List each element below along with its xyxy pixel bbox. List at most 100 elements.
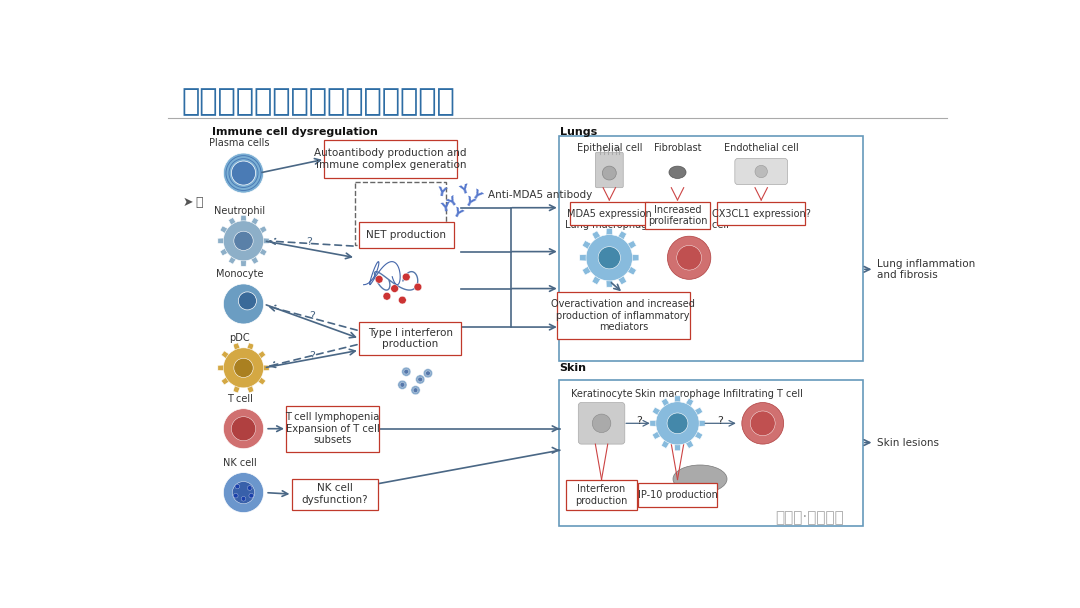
FancyBboxPatch shape [595, 152, 623, 188]
Polygon shape [684, 437, 693, 449]
Text: ➤: ➤ [183, 196, 193, 209]
Circle shape [241, 497, 246, 501]
Circle shape [234, 358, 253, 378]
Polygon shape [691, 429, 703, 440]
Text: Y: Y [435, 185, 447, 199]
FancyBboxPatch shape [566, 480, 637, 510]
Polygon shape [582, 264, 595, 275]
Text: ?: ? [309, 311, 314, 321]
Text: ?: ? [307, 237, 312, 247]
Polygon shape [629, 254, 639, 261]
Circle shape [224, 284, 264, 324]
Text: Interferon
production: Interferon production [576, 484, 627, 506]
Circle shape [248, 493, 254, 498]
Text: Infiltrating T cell: Infiltrating T cell [723, 389, 802, 399]
FancyBboxPatch shape [286, 406, 379, 452]
Polygon shape [684, 398, 693, 410]
Circle shape [247, 486, 252, 490]
Text: Y: Y [449, 206, 463, 221]
Polygon shape [221, 375, 232, 385]
Circle shape [592, 414, 611, 432]
Circle shape [399, 296, 406, 304]
Text: Overactivation and increased
production of inflammatory
mediators: Overactivation and increased production … [551, 299, 696, 332]
Polygon shape [582, 241, 595, 251]
Circle shape [231, 161, 256, 185]
Circle shape [224, 472, 264, 513]
Circle shape [410, 385, 420, 395]
Text: Plasma cells: Plasma cells [210, 139, 270, 148]
Circle shape [751, 411, 775, 435]
FancyBboxPatch shape [292, 478, 378, 510]
Circle shape [677, 246, 702, 270]
Polygon shape [624, 241, 636, 251]
Circle shape [414, 283, 422, 291]
Polygon shape [616, 231, 626, 243]
Circle shape [231, 416, 256, 441]
Circle shape [235, 484, 240, 489]
Text: Y: Y [458, 182, 471, 198]
Polygon shape [256, 246, 267, 256]
Polygon shape [592, 231, 603, 243]
Polygon shape [221, 351, 232, 361]
Polygon shape [260, 365, 269, 371]
FancyBboxPatch shape [638, 483, 717, 507]
Text: Neutrophil: Neutrophil [214, 206, 266, 216]
Polygon shape [580, 254, 591, 261]
Polygon shape [255, 351, 266, 361]
Text: Lung inflammation
and fibrosis: Lung inflammation and fibrosis [877, 258, 975, 280]
FancyBboxPatch shape [559, 136, 863, 361]
Polygon shape [652, 407, 664, 417]
Circle shape [423, 368, 433, 378]
FancyBboxPatch shape [359, 221, 454, 247]
Polygon shape [606, 277, 612, 287]
Polygon shape [249, 254, 258, 264]
FancyBboxPatch shape [578, 402, 625, 444]
Circle shape [426, 371, 430, 376]
FancyBboxPatch shape [324, 140, 458, 179]
FancyBboxPatch shape [717, 202, 806, 226]
Circle shape [404, 370, 408, 374]
Circle shape [239, 292, 256, 310]
FancyBboxPatch shape [734, 159, 787, 185]
Polygon shape [624, 264, 636, 275]
Circle shape [656, 402, 699, 445]
Text: T cell: T cell [227, 394, 253, 404]
Circle shape [586, 235, 633, 281]
Polygon shape [592, 272, 603, 285]
Text: Y: Y [440, 201, 450, 215]
Text: Infiltrating T cell: Infiltrating T cell [649, 220, 729, 230]
Circle shape [375, 275, 383, 283]
Text: NET production: NET production [366, 230, 446, 240]
FancyBboxPatch shape [570, 202, 649, 226]
Text: Y: Y [469, 187, 484, 202]
Circle shape [224, 221, 264, 261]
Text: 非: 非 [195, 196, 203, 209]
Text: Skin: Skin [559, 363, 586, 373]
Polygon shape [260, 238, 269, 244]
Polygon shape [650, 420, 660, 426]
Polygon shape [696, 420, 705, 426]
Text: ?: ? [636, 416, 643, 426]
Circle shape [233, 493, 238, 498]
Text: 公众号·胸科之窗: 公众号·胸科之窗 [774, 511, 843, 525]
Text: Increased
proliferation: Increased proliferation [648, 205, 707, 226]
Circle shape [232, 482, 255, 503]
Ellipse shape [669, 166, 686, 179]
Circle shape [755, 165, 768, 178]
Polygon shape [229, 218, 238, 228]
Circle shape [402, 367, 410, 376]
FancyBboxPatch shape [645, 202, 710, 229]
FancyBboxPatch shape [359, 322, 461, 355]
Text: IP-10 production: IP-10 production [637, 490, 717, 500]
Circle shape [416, 375, 424, 384]
Polygon shape [256, 226, 267, 235]
Polygon shape [220, 226, 231, 235]
Circle shape [742, 402, 784, 444]
Polygon shape [220, 246, 231, 256]
Text: Immune cell dysregulation: Immune cell dysregulation [213, 127, 378, 137]
Text: Lung macrophage: Lung macrophage [565, 220, 653, 230]
Circle shape [234, 231, 253, 250]
Polygon shape [661, 398, 672, 410]
Text: ?: ? [717, 416, 724, 426]
Text: Keratinocyte: Keratinocyte [570, 389, 633, 399]
